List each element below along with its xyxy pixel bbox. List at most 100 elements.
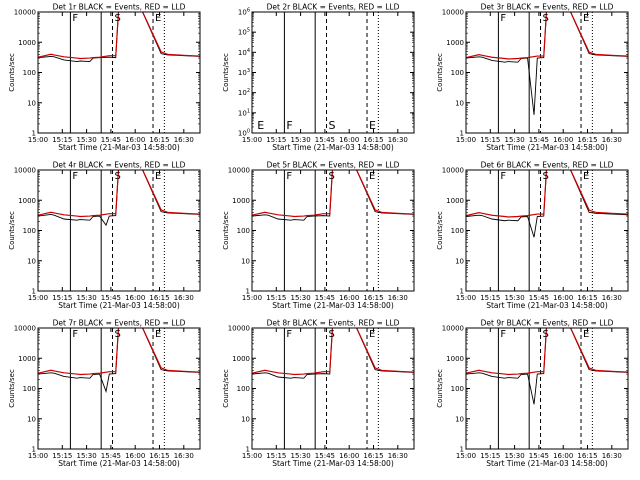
y-axis-label: Counts/sec xyxy=(8,211,16,250)
y-axis-label: Counts/sec xyxy=(222,53,230,92)
y-tick-label: 104 xyxy=(238,48,250,57)
x-tick-label: 16:15 xyxy=(577,294,597,302)
y-tick-label: 100 xyxy=(451,69,464,77)
phase-label: F xyxy=(72,329,78,340)
phase-label: F xyxy=(500,329,506,340)
phase-label: S xyxy=(115,13,121,24)
y-tick-label: 106 xyxy=(238,8,250,17)
series-events-line xyxy=(252,328,414,379)
phase-label: E xyxy=(583,171,589,182)
x-axis-label: Start Time (21-Mar-03 14:58:00) xyxy=(272,301,394,310)
x-tick-label: 16:00 xyxy=(553,136,573,144)
phase-label: E xyxy=(369,171,375,182)
y-axis-label: Counts/sec xyxy=(222,369,230,408)
y-axis-label: Counts/sec xyxy=(8,369,16,408)
x-tick-label: 16:00 xyxy=(125,294,145,302)
x-tick-label: 16:30 xyxy=(388,136,408,144)
x-tick-label: 16:00 xyxy=(553,294,573,302)
x-tick-label: 15:15 xyxy=(480,294,500,302)
phase-label: F xyxy=(72,171,78,182)
x-tick-label: 16:00 xyxy=(339,294,359,302)
phase-label: F xyxy=(72,13,78,24)
series-events-line xyxy=(466,12,628,115)
phase-label: F xyxy=(286,329,292,340)
phase-label: F xyxy=(286,119,292,132)
y-tick-label: 10000 xyxy=(14,167,36,175)
y-tick-label: 10000 xyxy=(442,325,464,333)
x-tick-label: 15:45 xyxy=(101,452,121,460)
x-tick-label: 15:15 xyxy=(480,452,500,460)
x-tick-label: 16:00 xyxy=(553,452,573,460)
y-axis-label: Counts/sec xyxy=(8,53,16,92)
phase-label: E xyxy=(155,171,161,182)
x-tick-label: 16:30 xyxy=(388,452,408,460)
x-tick-label: 15:45 xyxy=(101,136,121,144)
x-axis-label: Start Time (21-Mar-03 14:58:00) xyxy=(486,143,608,152)
x-tick-label: 16:30 xyxy=(602,294,622,302)
y-tick-label: 1000 xyxy=(18,355,36,363)
panel-title: Det 7r BLACK = Events, RED = LLD xyxy=(53,319,186,328)
phase-label: E xyxy=(257,119,264,132)
y-tick-label: 100 xyxy=(451,385,464,393)
y-tick-label: 10000 xyxy=(14,9,36,17)
y-tick-label: 1000 xyxy=(446,197,464,205)
y-tick-label: 103 xyxy=(238,68,250,77)
x-axis-label: Start Time (21-Mar-03 14:58:00) xyxy=(58,301,180,310)
y-tick-label: 1000 xyxy=(446,355,464,363)
phase-label: S xyxy=(543,171,549,182)
phase-label: S xyxy=(329,329,335,340)
x-tick-label: 15:30 xyxy=(505,294,525,302)
x-tick-label: 16:30 xyxy=(388,294,408,302)
y-tick-label: 100 xyxy=(238,129,250,138)
panel-title: Det 4r BLACK = Events, RED = LLD xyxy=(53,161,186,170)
x-tick-label: 15:45 xyxy=(101,294,121,302)
panel-title: Det 3r BLACK = Events, RED = LLD xyxy=(481,3,614,12)
x-tick-label: 16:15 xyxy=(363,294,383,302)
x-tick-label: 16:30 xyxy=(602,136,622,144)
x-tick-label: 16:00 xyxy=(125,452,145,460)
y-tick-label: 10 xyxy=(241,257,250,265)
x-axis-label: Start Time (21-Mar-03 14:58:00) xyxy=(272,143,394,152)
series-events-line xyxy=(252,170,414,221)
series-events-line xyxy=(466,328,628,405)
x-tick-label: 15:15 xyxy=(52,452,72,460)
x-tick-label: 15:30 xyxy=(505,452,525,460)
phase-label: S xyxy=(329,119,336,132)
y-tick-label: 10 xyxy=(27,99,36,107)
x-tick-label: 15:00 xyxy=(456,136,476,144)
y-axis-label: Counts/sec xyxy=(436,53,444,92)
x-tick-label: 16:15 xyxy=(577,452,597,460)
x-axis-label: Start Time (21-Mar-03 14:58:00) xyxy=(58,459,180,468)
y-tick-label: 1000 xyxy=(232,355,250,363)
y-axis-label: Counts/sec xyxy=(436,369,444,408)
x-tick-label: 16:00 xyxy=(339,452,359,460)
phase-label: E xyxy=(155,13,161,24)
y-tick-label: 10 xyxy=(27,415,36,423)
x-tick-label: 15:30 xyxy=(291,452,311,460)
y-tick-label: 100 xyxy=(23,385,36,393)
series-lld-line xyxy=(466,170,628,218)
phase-label: E xyxy=(155,329,161,340)
y-tick-label: 1 xyxy=(32,446,36,454)
y-tick-label: 101 xyxy=(238,108,250,117)
panel-title: Det 1r BLACK = Events, RED = LLD xyxy=(53,3,186,12)
y-tick-label: 1 xyxy=(32,130,36,138)
y-tick-label: 100 xyxy=(237,227,250,235)
series-events-line xyxy=(38,170,200,227)
y-tick-label: 100 xyxy=(237,385,250,393)
phase-label: S xyxy=(543,13,549,24)
x-tick-label: 16:00 xyxy=(125,136,145,144)
x-tick-label: 16:15 xyxy=(363,136,383,144)
series-lld-line xyxy=(252,170,414,218)
phase-label: S xyxy=(115,171,121,182)
y-axis-label: Counts/sec xyxy=(222,211,230,250)
y-tick-label: 100 xyxy=(23,69,36,77)
x-tick-label: 16:15 xyxy=(149,136,169,144)
x-tick-label: 16:30 xyxy=(174,452,194,460)
y-tick-label: 1000 xyxy=(446,39,464,47)
